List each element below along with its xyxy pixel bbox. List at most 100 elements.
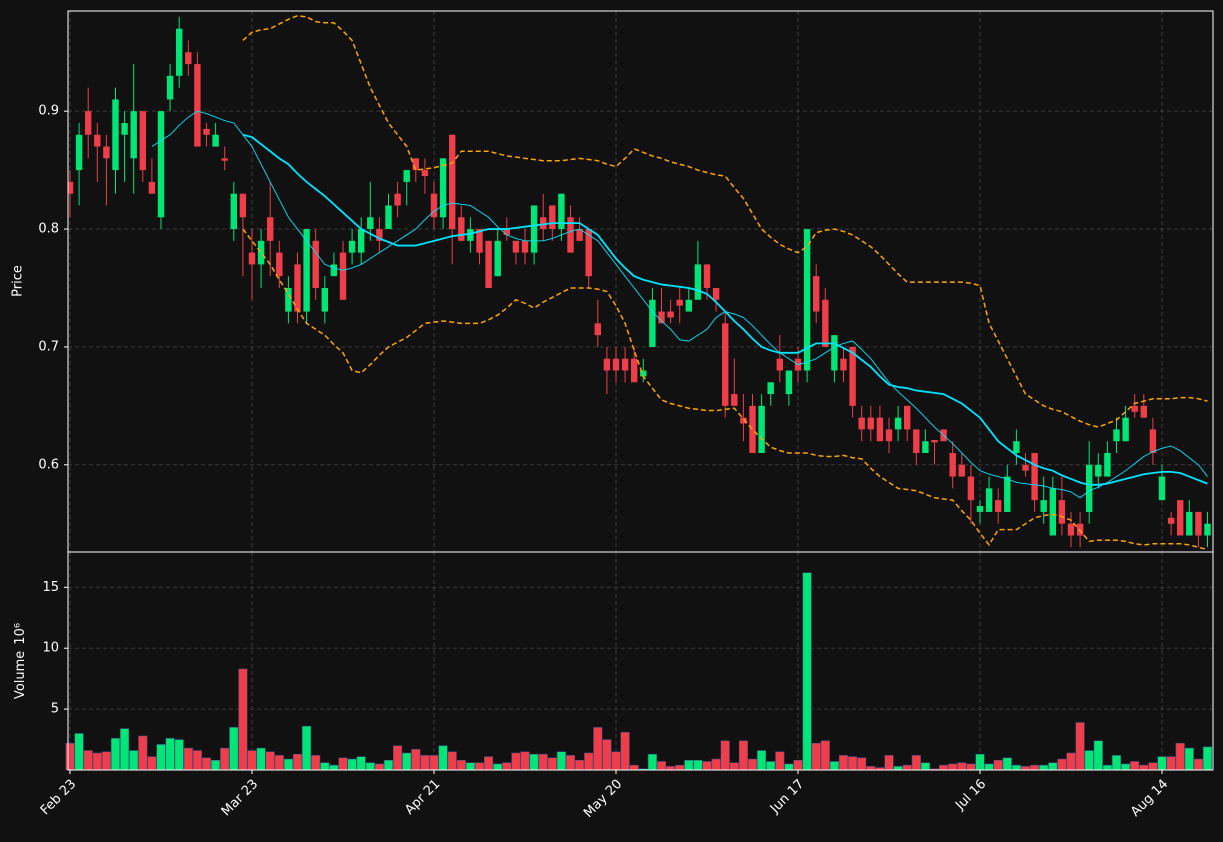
volume-bar [747,758,758,771]
volume-bar [1020,766,1031,771]
candle-body [1067,523,1075,536]
volume-bar [502,762,512,771]
volume-bar [565,755,576,771]
candle-body [1140,405,1147,418]
volume-bar [420,755,430,771]
volume-bar [1111,755,1122,771]
candle-body [995,500,1002,512]
candle-body [1022,464,1029,471]
candle-body [740,417,747,424]
candle-body [394,193,401,206]
volume-bar [857,757,867,771]
volume-bar [274,755,284,771]
candle-body [294,264,301,312]
candle-body [75,134,83,171]
candle-body [576,229,583,241]
candle-body [94,134,101,147]
candle-body [148,181,156,194]
volume-bar [292,753,303,771]
volume-bar [1093,740,1103,771]
volume-bar [1048,762,1058,771]
candle-body [1004,476,1011,512]
candle-body [840,358,847,371]
volume-bar [729,762,739,771]
candle-body [1086,464,1093,512]
candle-body [703,264,711,288]
volume-bar [1039,764,1049,771]
candle-body [876,417,884,442]
candle-body [849,346,856,406]
candle-body [267,217,274,241]
volume-bar [948,763,958,771]
price-axis-label: Price [11,265,26,297]
volume-bar [511,752,521,771]
volume-bar [711,758,721,771]
candle-body [931,440,938,443]
candle-body [503,229,510,235]
volume-bar [302,725,312,771]
volume-bar [693,760,703,771]
volume-bar [174,739,184,771]
volume-bar [966,763,976,771]
volume-bar [684,760,694,771]
candle-body [385,205,392,230]
volume-bar [675,764,685,771]
volume-bar [920,762,930,771]
candle-body [822,299,829,347]
volume-bar [848,756,858,771]
candle-body [776,358,783,371]
y-tick-label: 0.7 [38,339,59,354]
candle-body [1186,511,1193,536]
candle-body [867,417,874,430]
candle-body [376,229,383,241]
volume-bar [1030,764,1040,771]
volume-bar [229,727,239,771]
volume-bar [438,745,448,771]
volume-bar [183,747,193,771]
volume-bar [1102,764,1112,771]
candle-body [612,358,620,371]
candle-body [667,311,674,318]
candle-body [1031,452,1038,501]
volume-bar [74,733,84,771]
candle-body [485,240,492,288]
volume-bar [1148,762,1158,771]
volume-bar [584,752,594,771]
volume-bar [138,735,148,771]
volume-bar [192,750,202,771]
candle-body [339,252,347,300]
candle-body [621,358,629,371]
candle-body [885,429,893,442]
volume-bar [993,760,1003,771]
volume-bar [984,763,994,771]
candle-body [1013,441,1020,453]
candle-body [257,240,265,265]
candle-body [803,229,811,371]
candle-body [894,417,902,430]
candle-body [430,193,438,218]
candle-body [348,240,356,253]
volume-bar [902,764,912,771]
volume-bar [1166,756,1176,771]
volume-bar [829,761,839,771]
candle-body [1058,500,1066,524]
volume-bar [647,753,657,771]
candle-body [785,370,793,395]
volume-bar [957,762,967,771]
volume-bar [165,738,175,771]
candle-body [185,52,192,65]
candle-body [658,311,665,324]
volume-bar [620,731,630,771]
volume-bar [456,760,466,771]
candle-body [412,158,419,171]
candle-body [303,229,310,312]
candle-body [722,323,729,406]
volume-bar [329,764,339,771]
volume-bar [1175,742,1185,771]
volume-bar [1084,750,1094,771]
volume-bar [556,751,566,771]
candle-body [403,170,410,182]
candle-body [139,111,146,171]
candle-body [749,405,756,453]
